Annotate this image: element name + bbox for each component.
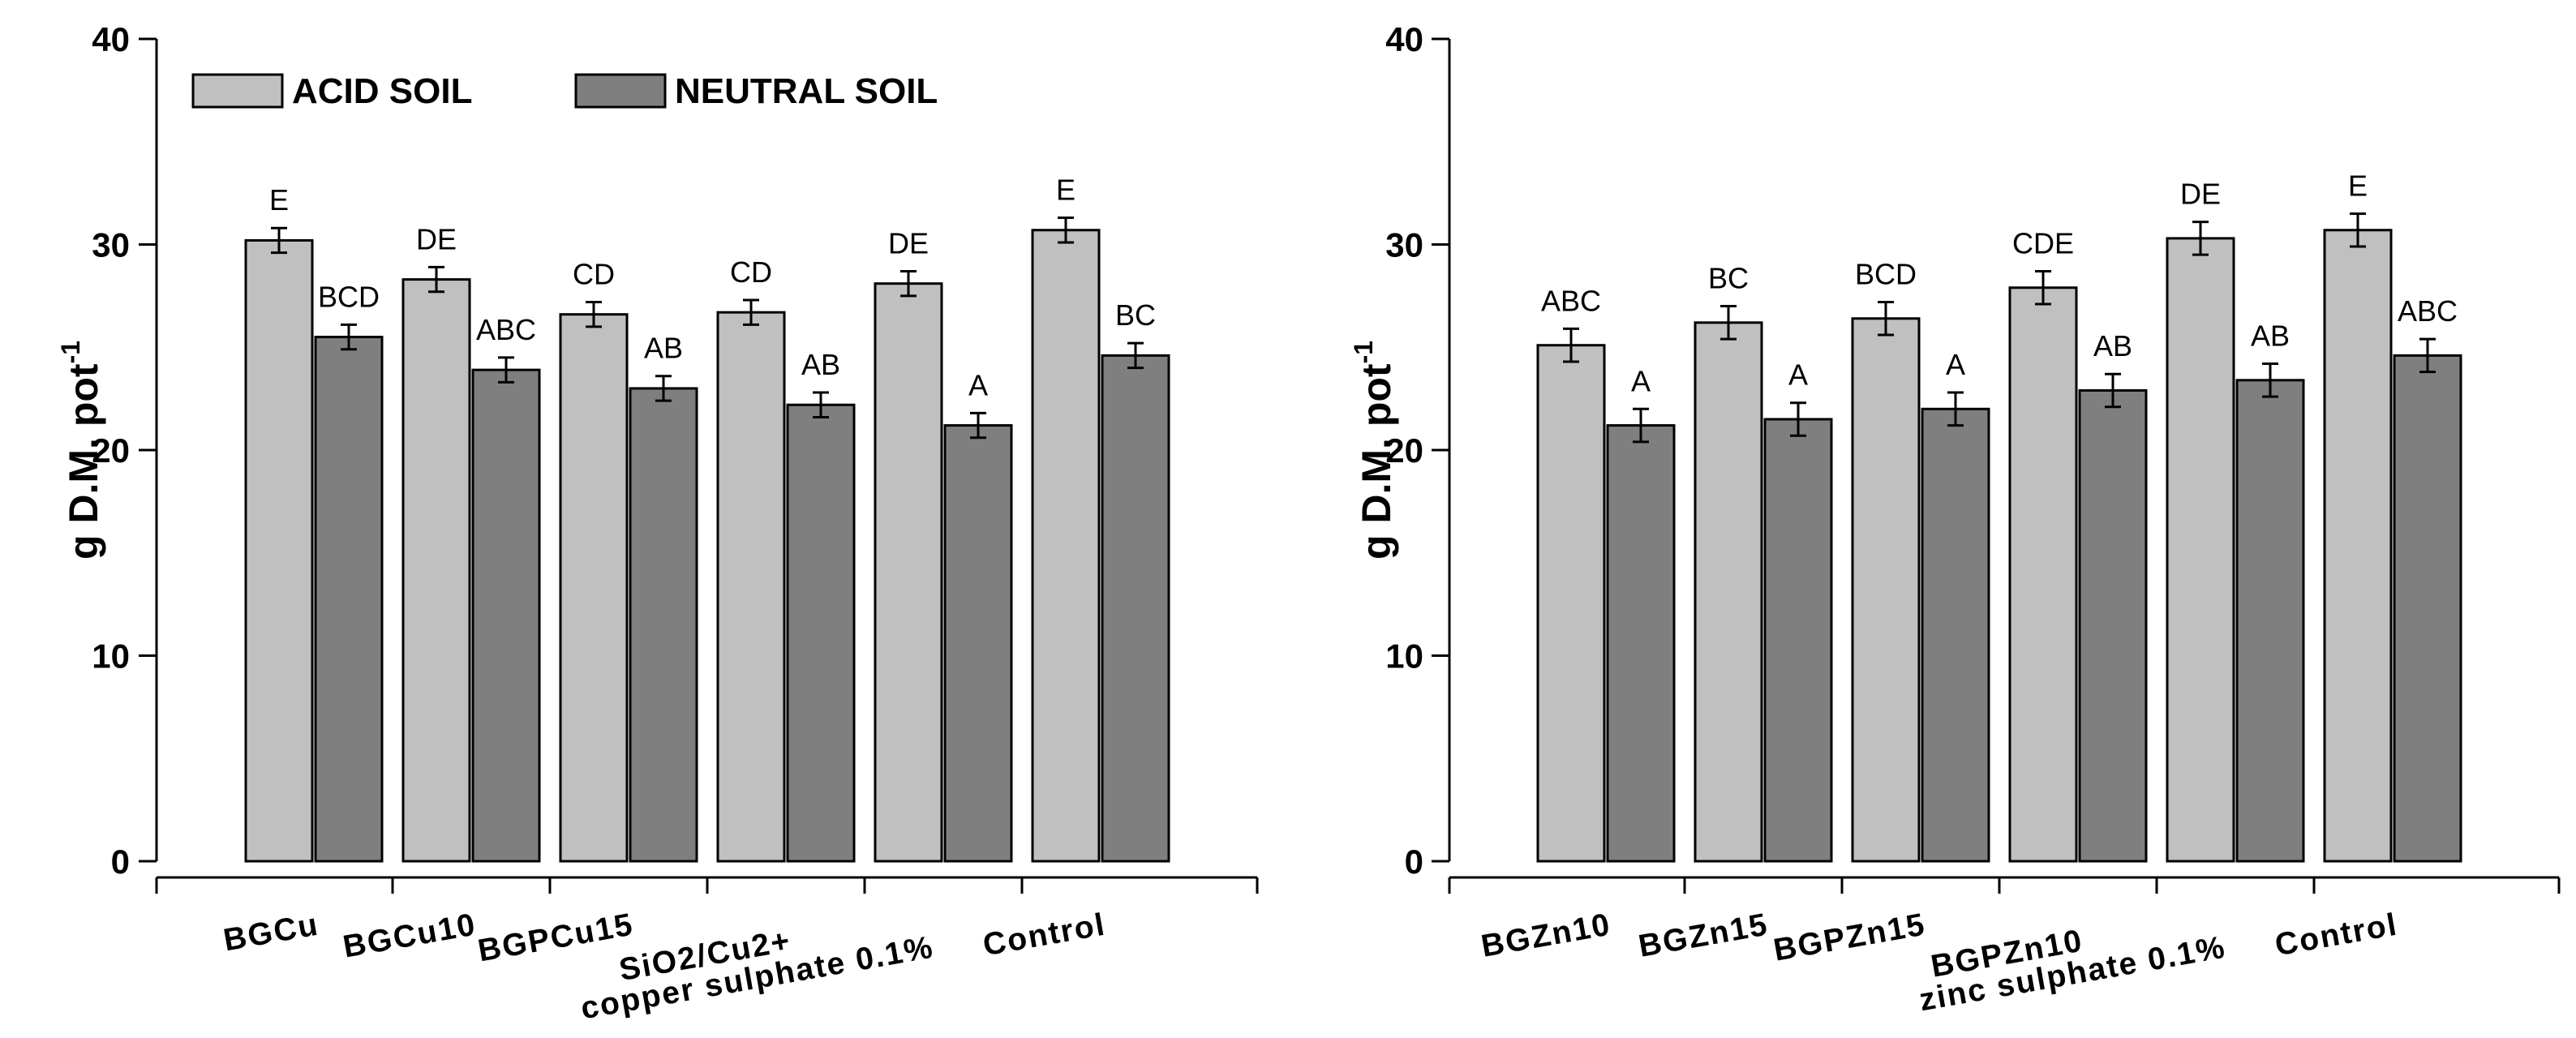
significance-letter: CDE bbox=[2012, 226, 2074, 260]
significance-letter: BCD bbox=[1855, 257, 1917, 290]
neutral-soil-bar bbox=[1763, 418, 1833, 863]
neutral-soil-bar bbox=[786, 403, 856, 863]
neutral-soil-bar bbox=[1101, 354, 1170, 863]
y-tick-label: 40 bbox=[1385, 20, 1423, 58]
significance-letter: ABC bbox=[476, 313, 536, 346]
neutral-soil-bar bbox=[2393, 354, 2462, 863]
y-tick-label: 10 bbox=[1385, 637, 1423, 676]
neutral-soil-bar bbox=[1921, 407, 1990, 863]
significance-letter: E bbox=[2348, 169, 2368, 202]
acid-soil-bar bbox=[1031, 229, 1101, 863]
legend-swatch-acid-soil bbox=[191, 73, 284, 109]
y-axis-title: g D.M. pot-1 bbox=[56, 341, 106, 560]
y-tick-label: 20 bbox=[92, 431, 130, 470]
significance-letter: CD bbox=[573, 257, 615, 290]
significance-letter: AB bbox=[2093, 329, 2132, 362]
y-tick-label: 20 bbox=[1385, 431, 1423, 470]
neutral-soil-bar bbox=[629, 387, 698, 863]
significance-letter: CD bbox=[730, 255, 772, 289]
acid-soil-bar bbox=[2166, 237, 2235, 863]
acid-soil-bar bbox=[1851, 317, 1921, 863]
acid-soil-bar bbox=[401, 278, 471, 863]
significance-letter: ABC bbox=[2398, 294, 2458, 328]
neutral-soil-bar bbox=[314, 336, 384, 863]
acid-soil-bar bbox=[559, 313, 629, 863]
y-axis-title: g D.M. pot-1 bbox=[1349, 341, 1399, 560]
legend-label-acid-soil: ACID SOIL bbox=[292, 71, 472, 111]
significance-letter: AB bbox=[644, 332, 683, 365]
y-tick-label: 30 bbox=[1385, 226, 1423, 264]
legend-swatch-neutral-soil bbox=[574, 73, 667, 109]
acid-soil-bar bbox=[716, 311, 786, 863]
significance-letter: DE bbox=[888, 226, 929, 260]
significance-letter: ABC bbox=[1541, 284, 1601, 317]
significance-letter: BCD bbox=[318, 280, 380, 313]
significance-letter: E bbox=[269, 183, 289, 217]
significance-letter: E bbox=[1056, 174, 1075, 207]
acid-soil-bar bbox=[2008, 286, 2078, 863]
y-tick-label: 30 bbox=[92, 226, 130, 264]
y-axis-title-superscript: -1 bbox=[56, 341, 85, 363]
neutral-soil-bar bbox=[2078, 388, 2148, 863]
neutral-soil-bar bbox=[1606, 424, 1676, 863]
neutral-soil-bar bbox=[471, 368, 541, 863]
acid-soil-bar bbox=[244, 238, 314, 863]
y-tick-label: 40 bbox=[92, 20, 130, 58]
y-axis-title-text: g D.M. pot bbox=[1354, 363, 1399, 560]
significance-letter: AB bbox=[801, 348, 840, 381]
acid-soil-bar bbox=[2323, 229, 2393, 863]
significance-letter: A bbox=[1788, 358, 1808, 392]
y-tick-label: 0 bbox=[111, 843, 130, 881]
y-axis-title-text: g D.M. pot bbox=[61, 363, 106, 560]
y-tick-label: 10 bbox=[92, 637, 130, 676]
acid-soil-bar bbox=[1694, 321, 1763, 863]
y-axis-title-superscript: -1 bbox=[1349, 341, 1378, 363]
y-tick-label: 0 bbox=[1405, 843, 1423, 881]
significance-letter: A bbox=[1631, 364, 1651, 397]
neutral-soil-bar bbox=[943, 424, 1013, 863]
significance-letter: AB bbox=[2251, 320, 2290, 353]
significance-letter: DE bbox=[2180, 178, 2221, 211]
significance-letter: DE bbox=[416, 222, 457, 255]
significance-letter: A bbox=[968, 368, 988, 401]
acid-soil-bar bbox=[874, 282, 943, 863]
acid-soil-bar bbox=[1536, 344, 1606, 863]
neutral-soil-bar bbox=[2235, 379, 2305, 863]
significance-letter: BC bbox=[1708, 262, 1749, 295]
significance-letter: BC bbox=[1115, 298, 1156, 332]
significance-letter: A bbox=[1946, 348, 1965, 381]
legend-label-neutral-soil: NEUTRAL SOIL bbox=[675, 71, 938, 111]
